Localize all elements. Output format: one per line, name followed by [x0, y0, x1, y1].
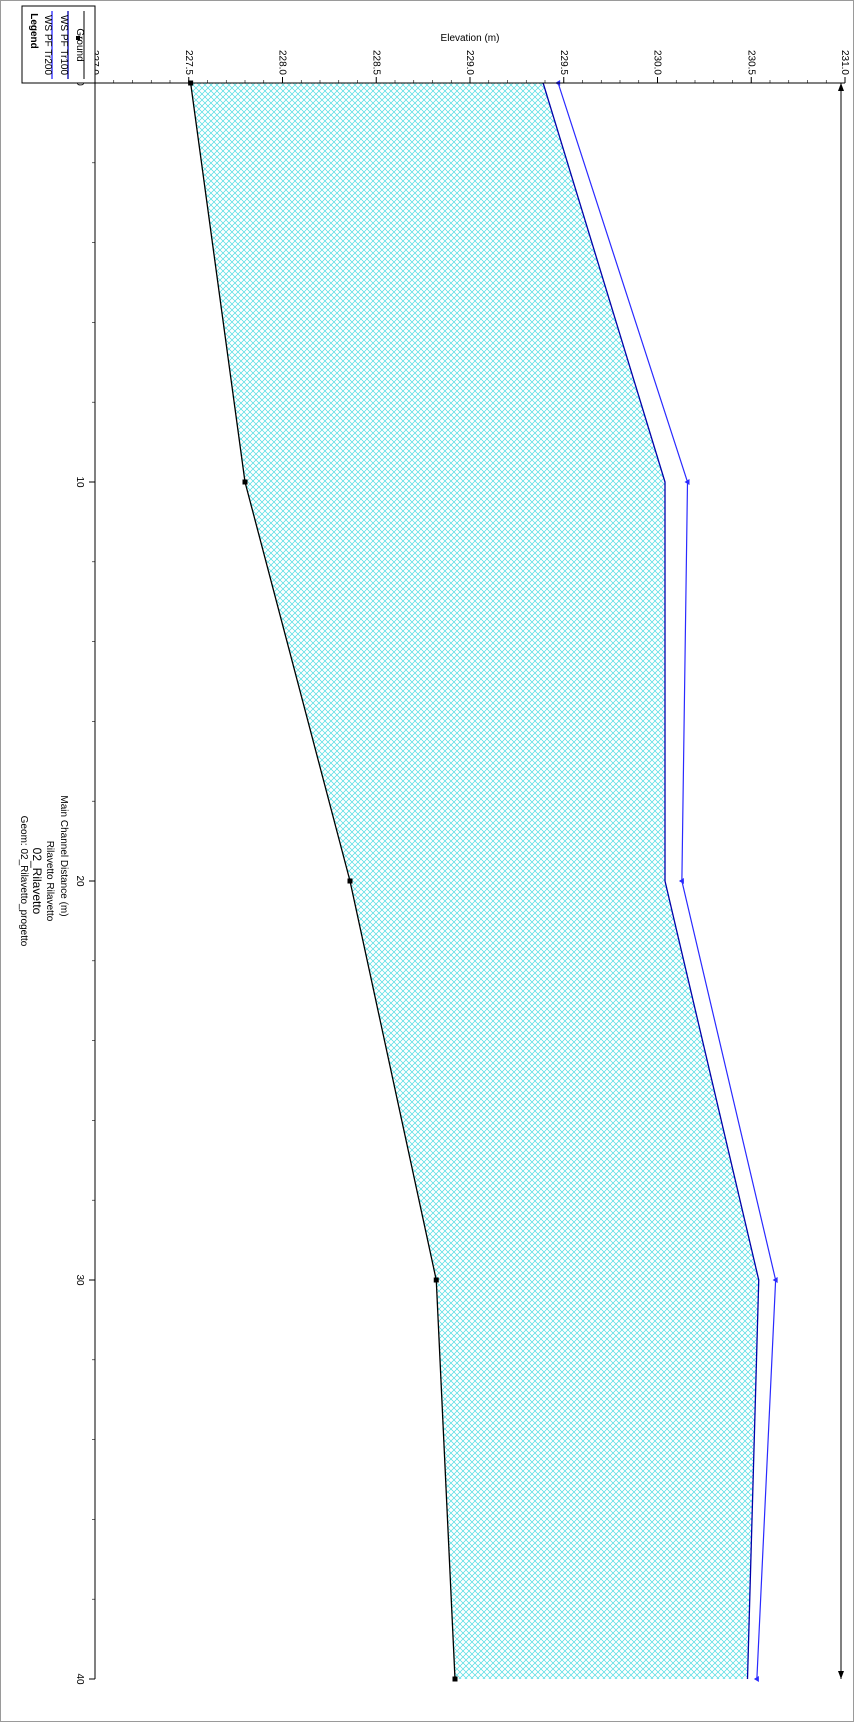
x-tick-label: 10 — [74, 476, 85, 488]
y-tick-label: 230.5 — [745, 50, 756, 75]
legend-label-tr100: WS PF Tr100 — [58, 15, 69, 75]
y-tick-label: 227.5 — [183, 50, 194, 75]
ground-point — [433, 1277, 439, 1283]
y-tick-label: 231.0 — [839, 50, 850, 75]
chart-title: 02_Rilavetto — [30, 848, 44, 915]
legend-box — [21, 5, 96, 84]
x-tick-label: 20 — [74, 875, 85, 887]
reach-label: Rilavetto Rilavetto — [44, 841, 55, 922]
legend: Legend WS PF Tr200 WS PF Tr100 Ground — [21, 5, 96, 84]
tr200-point — [684, 479, 690, 485]
y-tick-label: 229.5 — [558, 50, 569, 75]
legend-item-tr100: WS PF Tr100 — [58, 11, 69, 79]
y-tick-label: 230.0 — [652, 50, 663, 75]
x-tick-label: 30 — [74, 1274, 85, 1286]
chart-subtitle: Geom: 02_Rilavetto_progetto — [18, 816, 29, 947]
legend-label-tr200: WS PF Tr200 — [42, 15, 53, 75]
legend-title: Legend — [28, 13, 39, 49]
series-line-tr100 — [542, 82, 760, 1680]
y-tick-label: 228.5 — [370, 50, 381, 75]
y-tick-label: 228.0 — [277, 50, 288, 75]
x-tick-label: 40 — [74, 1673, 85, 1685]
tr200-point — [678, 878, 684, 884]
legend-item-tr200: WS PF Tr200 — [42, 11, 53, 79]
y-axis-label: Elevation (m) — [441, 33, 500, 44]
tr200-point — [772, 1277, 778, 1283]
reach-arrow-start — [838, 83, 844, 91]
ground-point — [242, 479, 248, 485]
x-axis-label: Main Channel Distance (m) — [58, 795, 69, 916]
legend-label-ground: Ground — [74, 28, 85, 61]
ground-point — [347, 878, 353, 884]
water-fill-area — [190, 83, 759, 1679]
tr200-point — [753, 1676, 759, 1682]
ground-point — [452, 1676, 458, 1682]
reach-arrow-end — [838, 1671, 844, 1679]
legend-item-ground: Ground — [74, 11, 85, 79]
y-tick-label: 229.0 — [464, 50, 475, 75]
